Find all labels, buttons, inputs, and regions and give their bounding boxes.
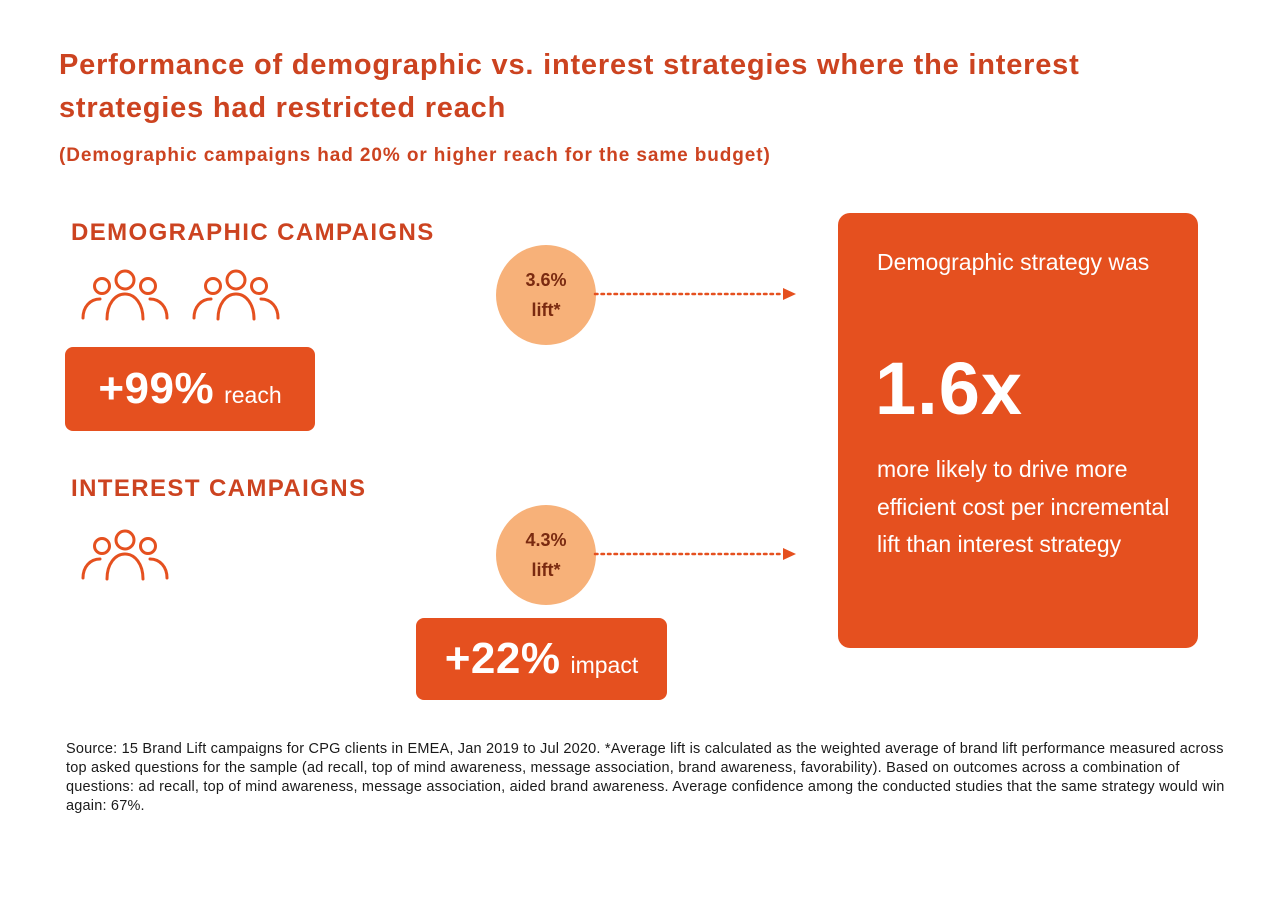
interest-heading: INTEREST CAMPAIGNS	[71, 475, 367, 502]
demographic-reach-label: reach	[224, 381, 282, 408]
interest-impact-label: impact	[570, 651, 639, 678]
result-multiplier: 1.6x	[875, 347, 1024, 430]
result-intro: Demographic strategy was	[877, 249, 1150, 275]
demographic-reach-badge: +99% reach	[65, 347, 315, 431]
people-group-icon	[192, 269, 280, 321]
interest-lift-value: 4.3%	[525, 530, 567, 550]
source-footnote: Source: 15 Brand Lift campaigns for CPG …	[66, 741, 1225, 814]
people-group-icon	[81, 269, 169, 321]
result-outro: more likely to drive more efficient cost…	[877, 456, 1170, 557]
demographic-lift-value: 3.6%	[525, 270, 567, 290]
arrow-right-icon	[593, 548, 796, 560]
arrow-right-icon	[593, 288, 796, 300]
page-subtitle: (Demographic campaigns had 20% or higher…	[59, 145, 771, 166]
demographic-heading: DEMOGRAPHIC CAMPAIGNS	[71, 219, 435, 246]
interest-lift-label: lift*	[531, 560, 561, 580]
page-title: Performance of demographic vs. interest …	[59, 49, 1080, 124]
demographic-lift-circle: 3.6% lift*	[496, 245, 596, 345]
result-callout: Demographic strategy was 1.6x more likel…	[838, 213, 1198, 648]
people-group-icon	[81, 529, 169, 581]
interest-lift-circle: 4.3% lift*	[496, 505, 596, 605]
demographic-lift-label: lift*	[531, 300, 561, 320]
demographic-reach-value: +99%	[98, 364, 215, 413]
interest-impact-value: +22%	[444, 634, 561, 683]
interest-impact-badge: +22% impact	[416, 618, 667, 700]
